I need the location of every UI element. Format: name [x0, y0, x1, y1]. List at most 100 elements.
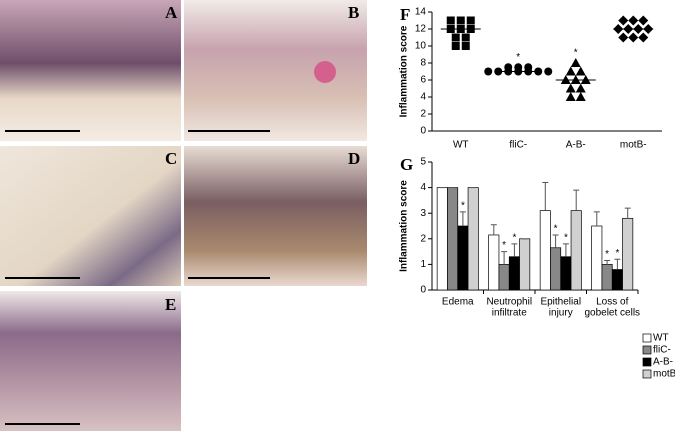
data-point: [575, 83, 586, 93]
y-tick-label: 2: [420, 109, 426, 120]
bar: [611, 269, 623, 291]
y-axis-label: Inflammation score: [399, 180, 410, 272]
x-tick-label: injury: [549, 308, 573, 319]
y-tick-label: 12: [415, 24, 427, 35]
error-bar: [593, 211, 600, 226]
image-e: [0, 291, 181, 431]
y-tick-label: 10: [415, 41, 427, 52]
bar: [519, 238, 531, 291]
data-point: [638, 15, 649, 26]
data-point: [451, 42, 460, 50]
bar: [570, 210, 582, 291]
y-tick-label: 3: [420, 208, 426, 219]
y-tick-label: 0: [420, 126, 426, 137]
data-point: [618, 32, 629, 43]
error-bar: [573, 189, 580, 211]
bar: [591, 225, 603, 291]
data-point: [544, 67, 553, 76]
error-bar: [604, 260, 611, 265]
bar: [457, 225, 469, 291]
data-point: [461, 42, 470, 50]
image-d: [184, 146, 367, 286]
error-bar: [501, 251, 508, 265]
legend-label: motB-: [653, 369, 675, 380]
x-tick-label: WT: [453, 140, 469, 151]
panel-label: C: [165, 149, 177, 168]
data-point: [575, 66, 586, 76]
significance-label: *: [502, 240, 506, 251]
data-point: [565, 66, 576, 76]
bar: [550, 247, 562, 291]
panel-label: F: [400, 5, 410, 24]
x-tick-label: Epithelial: [540, 297, 581, 308]
y-axis-label: Inflammation score: [399, 25, 410, 117]
bar: [488, 234, 500, 291]
y-tick-label: 14: [415, 7, 427, 18]
error-bar: [562, 243, 569, 257]
data-point: [451, 33, 460, 42]
bar: [447, 187, 459, 291]
significance-label: *: [605, 249, 609, 260]
y-tick-label: 0: [420, 285, 426, 296]
y-tick-label: 8: [420, 58, 426, 69]
x-tick-label: gobelet cells: [584, 308, 640, 319]
data-point: [618, 15, 629, 26]
x-tick-label: Neutrophil: [486, 297, 532, 308]
y-tick-label: 6: [420, 75, 426, 86]
error-bar: [490, 224, 497, 235]
y-tick-label: 4: [420, 92, 426, 103]
x-tick-label: A-B-: [566, 140, 586, 151]
data-point: [484, 67, 493, 76]
y-tick-label: 5: [420, 157, 426, 168]
panel-label: E: [165, 295, 176, 314]
data-point: [456, 16, 465, 25]
data-point: [565, 83, 576, 93]
y-tick-label: 2: [420, 233, 426, 244]
histology-images: A B C D E: [0, 0, 367, 431]
bar: [560, 256, 572, 291]
data-point: [575, 92, 586, 101]
legend-label: fliC-: [653, 345, 671, 356]
data-point: [628, 15, 639, 26]
error-bar: [624, 207, 631, 219]
legend-label: A-B-: [653, 357, 673, 368]
error-bar: [459, 211, 466, 226]
significance-label: *: [554, 224, 558, 235]
image-detail: [314, 61, 336, 83]
bar: [601, 264, 613, 291]
error-bar: [614, 258, 621, 270]
x-tick-label: Edema: [442, 297, 474, 308]
error-bar: [542, 181, 549, 211]
bar: [498, 264, 510, 291]
panel-label: A: [165, 3, 178, 22]
error-bar: [511, 243, 518, 257]
panel-label: G: [400, 155, 413, 174]
bar: [508, 256, 520, 291]
x-tick-label: motB-: [620, 140, 647, 151]
y-tick-label: 4: [420, 182, 426, 193]
annotation: *: [574, 48, 578, 59]
data-point: [565, 92, 576, 101]
image-c: [0, 146, 181, 286]
legend-swatch: [642, 369, 652, 379]
annotation: *: [516, 52, 520, 63]
bar: [436, 187, 448, 291]
y-tick-label: 1: [420, 259, 426, 270]
image-b: [184, 0, 367, 141]
significance-label: *: [461, 201, 465, 212]
data-point: [446, 16, 455, 25]
bar: [539, 210, 551, 291]
significance-label: *: [615, 248, 619, 259]
data-point: [570, 58, 581, 67]
data-point: [638, 32, 649, 43]
data-point: [628, 32, 639, 43]
x-tick-label: infiltrate: [492, 308, 527, 319]
x-tick-label: Loss of: [596, 297, 628, 308]
panel-label: D: [348, 149, 360, 168]
significance-label: *: [512, 233, 516, 244]
legend-swatch: [642, 345, 652, 355]
legend-swatch: [642, 333, 652, 343]
data-point: [466, 16, 475, 25]
legend-swatch: [642, 357, 652, 367]
